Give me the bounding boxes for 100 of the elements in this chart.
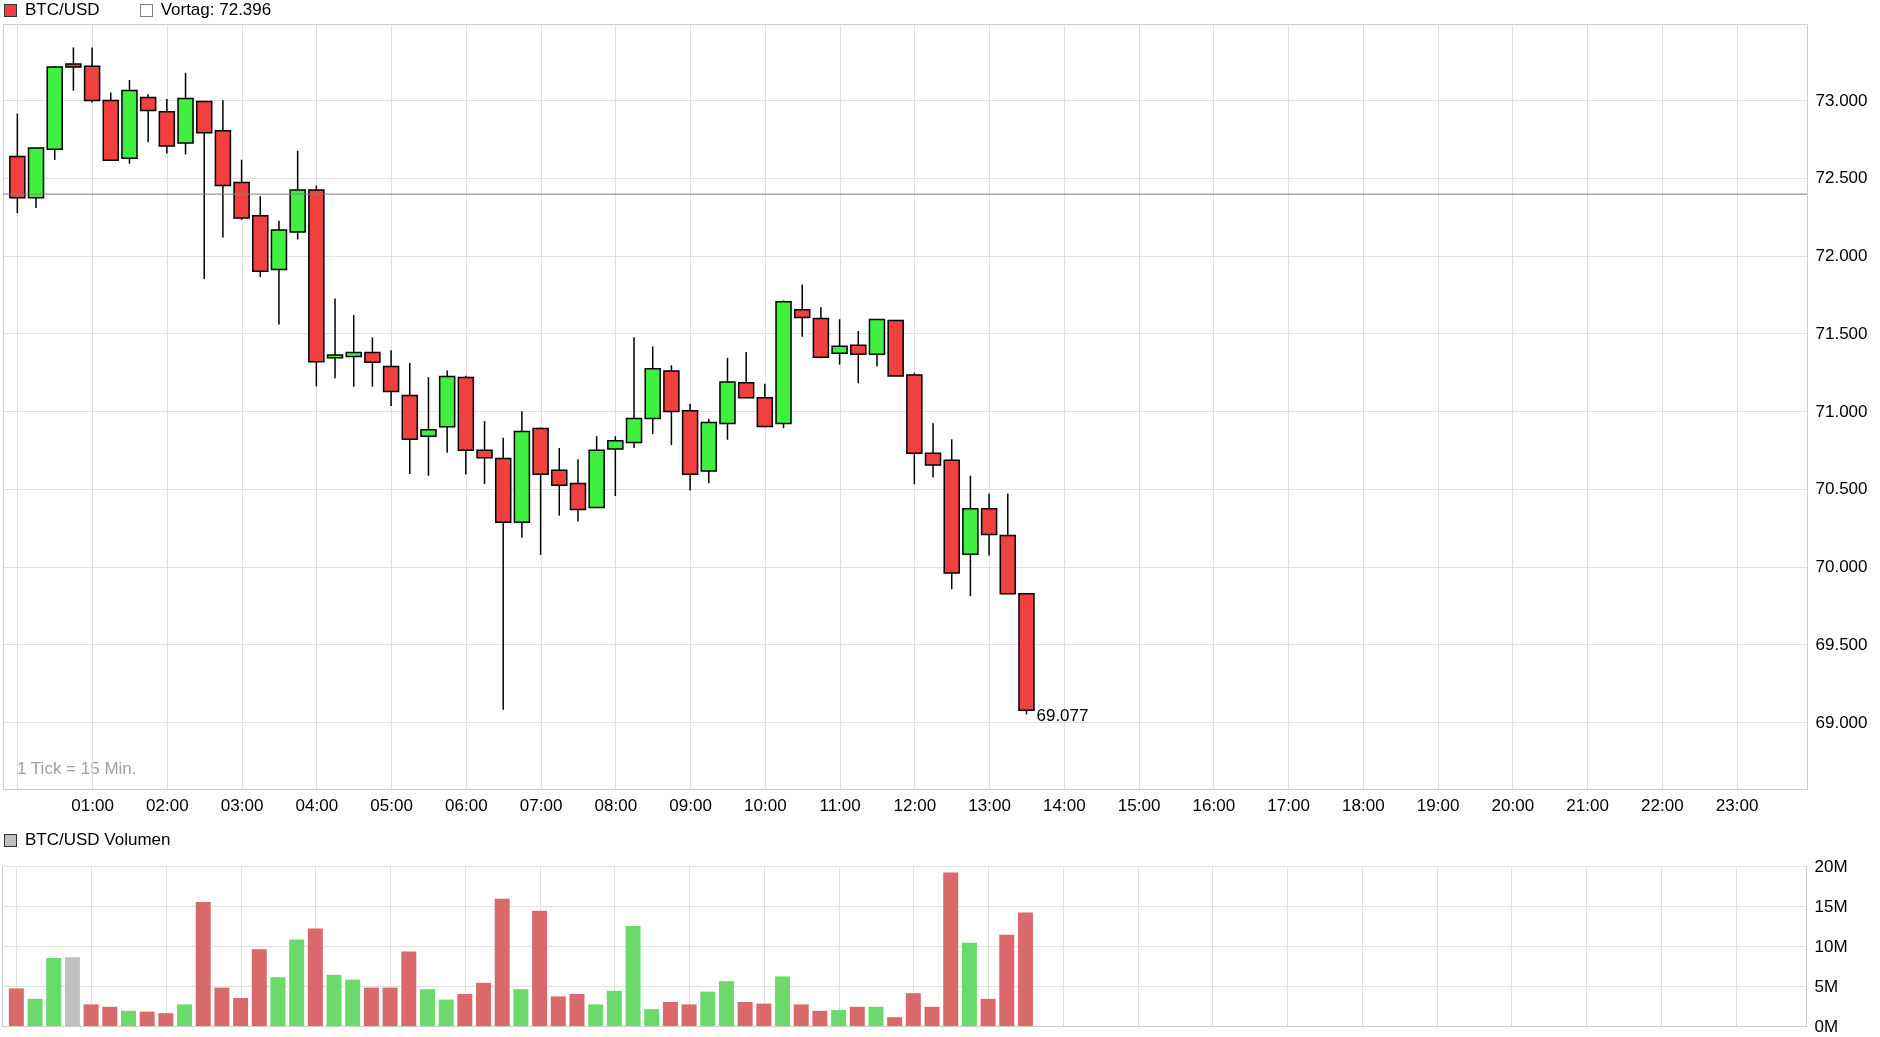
bar <box>494 898 510 1026</box>
bar <box>345 979 361 1026</box>
x-tick-label: 03:00 <box>220 795 264 815</box>
bar <box>139 1011 155 1026</box>
candlestick <box>607 435 624 497</box>
bar <box>550 996 566 1026</box>
bar <box>737 1002 753 1026</box>
bar <box>644 1009 660 1026</box>
x-tick-label: 17:00 <box>1267 795 1310 815</box>
y-tick-label: 73.000 <box>1815 90 1868 110</box>
bar <box>513 989 529 1026</box>
bar <box>158 1013 174 1026</box>
candlestick <box>476 420 493 485</box>
x-tick-label: 13:00 <box>968 795 1011 815</box>
x-tick-label: 09:00 <box>669 795 712 815</box>
y-tick-label: 0M <box>1814 1016 1839 1036</box>
candlestick <box>326 297 344 379</box>
x-tick-label: 18:00 <box>1342 795 1385 815</box>
bar <box>102 1006 118 1026</box>
x-tick-label: 16:00 <box>1192 795 1236 815</box>
bar <box>831 1010 847 1026</box>
x-tick-label: 01:00 <box>71 795 114 815</box>
bar <box>177 1004 193 1026</box>
bar <box>588 1004 604 1026</box>
legend-label: Vortag: 72.396 <box>160 0 272 20</box>
bar <box>233 998 249 1026</box>
y-tick-label: 5M <box>1814 976 1839 996</box>
bar <box>980 998 996 1026</box>
candlestick <box>65 46 82 92</box>
bar <box>999 934 1015 1026</box>
bar <box>214 987 230 1026</box>
candlestick <box>139 93 157 144</box>
bar <box>887 1017 903 1026</box>
x-tick-label: 14:00 <box>1043 795 1086 815</box>
bar <box>849 1006 865 1026</box>
bar <box>1017 912 1033 1026</box>
bar <box>532 910 548 1026</box>
bar <box>924 1006 940 1026</box>
bar <box>868 1006 884 1026</box>
bar <box>83 1004 99 1026</box>
bar <box>120 1010 136 1026</box>
annotation: 69.077 <box>1036 706 1089 726</box>
y-tick-label: 10M <box>1814 936 1848 956</box>
y-tick-label: 15M <box>1814 896 1848 916</box>
bar <box>251 949 267 1026</box>
bar <box>382 987 398 1026</box>
x-tick-label: 15:00 <box>1117 795 1161 815</box>
candlestick <box>793 283 811 338</box>
y-tick-label: 72.000 <box>1815 246 1868 266</box>
candlestick <box>420 376 437 477</box>
x-tick-label: 05:00 <box>370 795 413 815</box>
bar <box>961 942 977 1026</box>
candlestick <box>551 447 568 517</box>
candlestick <box>345 314 362 388</box>
bar <box>46 958 62 1026</box>
x-tick-label: 23:00 <box>1715 795 1759 815</box>
x-tick-label: 22:00 <box>1641 795 1684 815</box>
bar <box>569 994 585 1026</box>
bar <box>457 994 473 1026</box>
bar <box>27 998 43 1026</box>
bar <box>438 999 454 1026</box>
bar <box>307 928 323 1026</box>
bar <box>8 988 24 1026</box>
y-tick-label: 70.000 <box>1815 557 1868 577</box>
bar <box>625 926 641 1026</box>
bar <box>419 989 435 1026</box>
y-tick-label: 71.000 <box>1815 401 1868 421</box>
y-tick-label: 70.500 <box>1815 479 1868 499</box>
bar <box>606 990 622 1026</box>
bar <box>363 987 379 1026</box>
candlestick <box>737 351 755 399</box>
y-tick-label: 69.500 <box>1815 634 1868 654</box>
x-tick-label: 04:00 <box>295 795 339 815</box>
candlestick <box>364 336 381 388</box>
x-tick-label: 19:00 <box>1416 795 1460 815</box>
y-tick-label: 69.000 <box>1815 712 1868 732</box>
bar <box>662 1002 678 1026</box>
bar <box>943 872 959 1026</box>
x-tick-label: 06:00 <box>445 795 488 815</box>
bar <box>756 1003 772 1026</box>
bar <box>195 902 211 1026</box>
chart-title: BTC/USD Volumen <box>25 830 171 850</box>
candlestick <box>924 422 942 479</box>
x-tick-label: 07:00 <box>519 795 563 815</box>
x-tick-label: 10:00 <box>744 795 787 815</box>
y-tick-label: 71.500 <box>1815 323 1868 343</box>
bar <box>270 977 286 1026</box>
bar <box>326 974 342 1026</box>
bar <box>793 1004 809 1026</box>
x-tick-label: 12:00 <box>893 795 937 815</box>
bar <box>700 991 716 1026</box>
x-tick-label: 20:00 <box>1491 795 1535 815</box>
bar <box>775 976 791 1026</box>
x-tick-label: 08:00 <box>594 795 638 815</box>
bar <box>289 939 305 1026</box>
x-tick-label: 11:00 <box>819 795 861 815</box>
x-tick-label: 02:00 <box>146 795 189 815</box>
y-tick-label: 20M <box>1814 856 1848 876</box>
bar <box>905 993 921 1026</box>
candlestick <box>850 330 867 385</box>
